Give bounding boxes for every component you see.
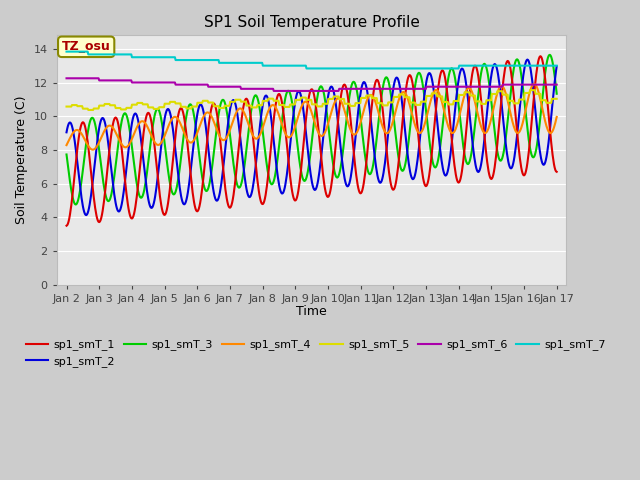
Line: sp1_smT_7: sp1_smT_7 <box>67 52 557 69</box>
sp1_smT_3 <box>72 202 80 207</box>
sp1_smT_5 <box>72 102 79 108</box>
sp1_smT_3 <box>386 84 394 90</box>
sp1_smT_1 <box>385 169 393 175</box>
sp1_smT_6 <box>553 82 561 87</box>
sp1_smT_4 <box>172 114 180 120</box>
sp1_smT_5 <box>371 95 379 101</box>
sp1_smT_7 <box>63 49 70 55</box>
sp1_smT_1 <box>72 165 79 170</box>
sp1_smT_6 <box>386 86 394 92</box>
X-axis label: Time: Time <box>296 305 327 318</box>
sp1_smT_1 <box>122 185 130 191</box>
sp1_smT_5 <box>198 100 206 106</box>
sp1_smT_5 <box>386 99 394 105</box>
sp1_smT_1 <box>371 83 378 88</box>
sp1_smT_6 <box>371 86 379 92</box>
sp1_smT_5 <box>553 96 561 102</box>
sp1_smT_1 <box>172 131 179 137</box>
sp1_smT_5 <box>63 104 70 109</box>
sp1_smT_3 <box>72 202 79 207</box>
sp1_smT_5 <box>84 107 92 113</box>
Title: SP1 Soil Temperature Profile: SP1 Soil Temperature Profile <box>204 15 420 30</box>
sp1_smT_1 <box>553 169 561 175</box>
sp1_smT_2 <box>198 104 206 109</box>
sp1_smT_3 <box>371 147 379 153</box>
sp1_smT_1 <box>63 223 70 228</box>
sp1_smT_4 <box>553 114 561 120</box>
sp1_smT_5 <box>172 100 180 106</box>
sp1_smT_3 <box>172 187 180 192</box>
sp1_smT_2 <box>63 130 70 135</box>
sp1_smT_6 <box>72 75 79 81</box>
sp1_smT_4 <box>72 128 79 133</box>
sp1_smT_7 <box>72 49 79 55</box>
sp1_smT_3 <box>123 112 131 118</box>
sp1_smT_4 <box>371 99 379 105</box>
Line: sp1_smT_2: sp1_smT_2 <box>67 60 557 215</box>
sp1_smT_6 <box>63 75 70 81</box>
sp1_smT_2 <box>72 143 79 149</box>
sp1_smT_1 <box>536 53 544 59</box>
sp1_smT_2 <box>371 159 379 165</box>
sp1_smT_3 <box>546 52 554 58</box>
sp1_smT_4 <box>89 147 97 153</box>
Line: sp1_smT_3: sp1_smT_3 <box>67 55 557 204</box>
sp1_smT_3 <box>63 152 70 157</box>
sp1_smT_2 <box>553 63 561 69</box>
sp1_smT_7 <box>303 66 310 72</box>
sp1_smT_5 <box>526 87 534 93</box>
sp1_smT_6 <box>270 88 278 94</box>
sp1_smT_4 <box>198 117 206 122</box>
sp1_smT_7 <box>371 66 379 72</box>
Text: TZ_osu: TZ_osu <box>62 40 111 53</box>
Line: sp1_smT_1: sp1_smT_1 <box>67 56 557 226</box>
sp1_smT_4 <box>63 142 70 148</box>
sp1_smT_4 <box>386 128 394 133</box>
sp1_smT_3 <box>198 174 206 180</box>
Legend: sp1_smT_1, sp1_smT_2, sp1_smT_3, sp1_smT_4, sp1_smT_5, sp1_smT_6, sp1_smT_7: sp1_smT_1, sp1_smT_2, sp1_smT_3, sp1_smT… <box>22 335 610 372</box>
sp1_smT_2 <box>172 156 180 161</box>
sp1_smT_7 <box>553 63 561 69</box>
sp1_smT_5 <box>123 105 131 111</box>
sp1_smT_2 <box>123 165 131 170</box>
Line: sp1_smT_5: sp1_smT_5 <box>67 90 557 110</box>
sp1_smT_4 <box>531 81 538 87</box>
sp1_smT_7 <box>198 57 205 63</box>
sp1_smT_7 <box>386 66 394 72</box>
sp1_smT_6 <box>198 82 205 87</box>
sp1_smT_1 <box>198 191 205 197</box>
sp1_smT_7 <box>172 57 179 63</box>
sp1_smT_3 <box>553 91 561 96</box>
sp1_smT_2 <box>83 212 90 218</box>
Line: sp1_smT_4: sp1_smT_4 <box>67 84 557 150</box>
sp1_smT_4 <box>123 144 131 150</box>
sp1_smT_2 <box>524 57 531 62</box>
sp1_smT_6 <box>172 82 179 87</box>
Y-axis label: Soil Temperature (C): Soil Temperature (C) <box>15 96 28 224</box>
sp1_smT_2 <box>386 116 394 121</box>
Line: sp1_smT_6: sp1_smT_6 <box>67 78 557 91</box>
sp1_smT_7 <box>122 51 130 57</box>
sp1_smT_6 <box>122 77 130 83</box>
